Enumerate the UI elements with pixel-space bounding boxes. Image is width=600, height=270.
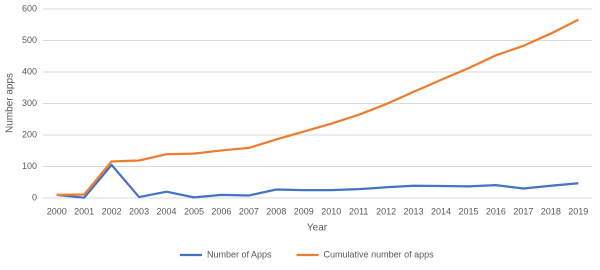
x-tick-label: 2002: [102, 206, 122, 216]
x-tick-label: 2015: [458, 206, 478, 216]
y-tick-label: 100: [22, 161, 37, 171]
legend-label: Number of Apps: [207, 249, 272, 259]
x-tick-label: 2014: [431, 206, 451, 216]
series-line: [56, 163, 579, 199]
x-tick-label: 2009: [294, 206, 314, 216]
x-tick-label: 2003: [129, 206, 149, 216]
x-tick-label: 2010: [321, 206, 341, 216]
x-tick-label: 2005: [184, 206, 204, 216]
x-tick-label: 2016: [486, 206, 506, 216]
y-tick-label: 600: [22, 3, 37, 13]
x-tick-label: 2017: [513, 206, 533, 216]
series-line: [56, 18, 579, 196]
x-tick-label: 2011: [349, 206, 368, 216]
y-tick-label: 0: [32, 192, 37, 202]
x-tick-label: 2012: [376, 206, 396, 216]
x-tick-label: 2007: [239, 206, 259, 216]
x-tick-label: 2004: [157, 206, 177, 216]
x-tick-label: 2018: [541, 206, 561, 216]
x-tick-label: 2001: [74, 206, 94, 216]
y-tick-label: 200: [22, 129, 37, 139]
y-tick-label: 500: [22, 35, 37, 45]
x-tick-label: 2000: [47, 206, 67, 216]
x-tick-label: 2006: [211, 206, 231, 216]
x-tick-label: 2019: [568, 206, 588, 216]
x-tick-label: 2013: [404, 206, 424, 216]
legend-label: Cumulative number of apps: [324, 249, 435, 259]
y-tick-label: 400: [22, 66, 37, 76]
y-axis-label: Number apps: [5, 73, 16, 133]
x-tick-label: 2008: [266, 206, 286, 216]
x-axis-label: Year: [307, 223, 328, 234]
y-tick-label: 300: [22, 98, 37, 108]
